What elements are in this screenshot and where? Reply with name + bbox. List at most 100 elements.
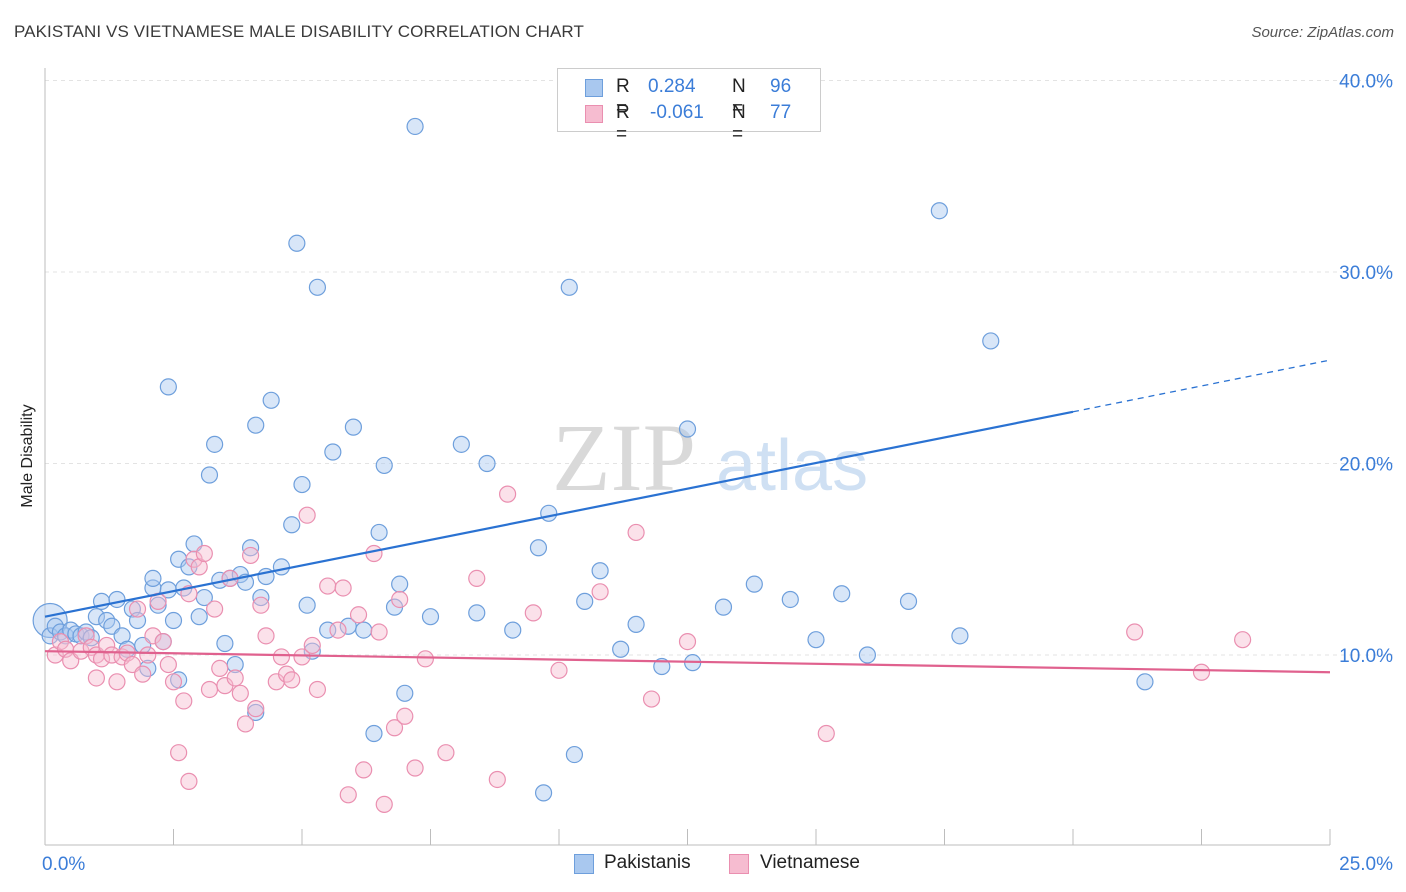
pakistani-point [982, 332, 1000, 350]
y-tick-label: 30.0% [1339, 263, 1393, 284]
n-value: 77 [770, 102, 792, 123]
pakistani-point [247, 703, 265, 722]
vietnamese-point [195, 544, 213, 563]
vietnamese-point [416, 650, 434, 668]
pakistani-point [288, 234, 306, 252]
vietnamese-point [468, 569, 486, 588]
pakistani-point [534, 784, 553, 802]
pakistani-point [714, 598, 733, 616]
vietnamese-point [175, 692, 193, 710]
r-label: R = [616, 76, 630, 119]
pakistani-point [375, 456, 393, 475]
vietnamese-point [200, 680, 219, 699]
vietnamese-point [627, 523, 645, 542]
vietnamese-point [1234, 631, 1252, 649]
pakistani-point [370, 523, 388, 542]
pakistani-point [164, 611, 183, 630]
data-points [32, 117, 1252, 813]
pakistani-point [576, 592, 594, 610]
legend-label-pakistanis: Pakistanis [604, 852, 691, 873]
n-label: N = [732, 76, 746, 119]
pakistani-point [807, 631, 825, 649]
vietnamese-point [391, 590, 409, 609]
r-value: -0.061 [650, 102, 704, 123]
pakistani-point [247, 416, 265, 434]
vietnamese-point [334, 579, 352, 597]
pakistani-point [216, 634, 234, 653]
pakistani-point [540, 504, 558, 522]
vietnamese-point [257, 627, 275, 645]
vietnamese-swatch [729, 854, 749, 874]
pakistani-point [324, 443, 342, 461]
vietnamese-point [298, 506, 316, 524]
pakistani-point [190, 608, 208, 626]
vietnamese-point [293, 648, 311, 666]
pakistani-point [206, 435, 224, 453]
pakistani-point [391, 575, 409, 593]
vietnamese-point [247, 700, 265, 718]
vietnamese-trend-line [44, 650, 1331, 674]
r-value: 0.284 [648, 76, 696, 97]
vietnamese-point [355, 761, 373, 779]
pakistani-point [298, 596, 316, 614]
series-legend: Pakistanis Vietnamese [0, 852, 1406, 878]
pakistani-point [421, 608, 440, 626]
pakistani-point [452, 435, 470, 453]
blue-swatch [585, 79, 603, 97]
trend-lines [44, 359, 1331, 674]
vietnamese-point [1192, 663, 1211, 681]
y-tick-label: 40.0% [1339, 72, 1393, 93]
pakistani-point [951, 627, 969, 645]
vietnamese-point [524, 604, 542, 622]
source-label: Source: ZipAtlas.com [1251, 24, 1394, 41]
pakistani-point [678, 420, 697, 438]
n-label: N = [732, 102, 746, 145]
vietnamese-point [211, 659, 229, 678]
y-tick-label: 10.0% [1339, 646, 1393, 667]
pakistani-point [159, 378, 177, 396]
vietnamese-point [98, 636, 116, 655]
vietnamese-point [159, 655, 177, 674]
legend-label-vietnamese: Vietnamese [760, 852, 860, 873]
vietnamese-point [134, 665, 152, 683]
pakistani-point [1136, 673, 1154, 691]
vietnamese-point [642, 690, 661, 708]
vietnamese-point [180, 772, 198, 790]
y-tick-label: 20.0% [1339, 455, 1393, 476]
vietnamese-point [108, 673, 126, 691]
correlation-legend: R = 0.284 N = 96 R = -0.061 N = 77 [557, 68, 821, 145]
r-label: R = [616, 102, 630, 145]
vietnamese-point [499, 485, 517, 503]
vietnamese-point [139, 646, 157, 664]
x-tick-label: 25.0% [1339, 854, 1393, 875]
vietnamese-point [303, 636, 321, 655]
vietnamese-point [349, 606, 368, 624]
vietnamese-point [365, 544, 383, 563]
vietnamese-point [385, 719, 404, 737]
pakistani-point [406, 117, 424, 136]
vietnamese-point [128, 600, 147, 618]
pakistani-point [560, 278, 578, 296]
vietnamese-point [236, 715, 255, 733]
vietnamese-point [308, 680, 327, 699]
vietnamese-point [396, 707, 414, 725]
pakistani-point [478, 454, 496, 473]
vietnamese-point [272, 648, 291, 666]
pakistani-point [262, 391, 280, 409]
pakistani-point [504, 621, 522, 639]
watermark-zip: ZIP [552, 404, 696, 511]
vietnamese-point [406, 759, 424, 777]
pakistani-point [200, 466, 219, 484]
pakistani-point [468, 604, 486, 622]
vietnamese-point [144, 627, 162, 645]
x-tick-label: 0.0% [42, 854, 85, 875]
pakistani-point [144, 569, 162, 588]
vietnamese-point [550, 661, 568, 679]
vietnamese-point [375, 795, 393, 813]
pakistani-point [365, 724, 383, 743]
vietnamese-point [817, 724, 835, 743]
pakistani-point [396, 684, 414, 702]
pakistani-point [283, 516, 301, 534]
vietnamese-point [319, 577, 337, 595]
